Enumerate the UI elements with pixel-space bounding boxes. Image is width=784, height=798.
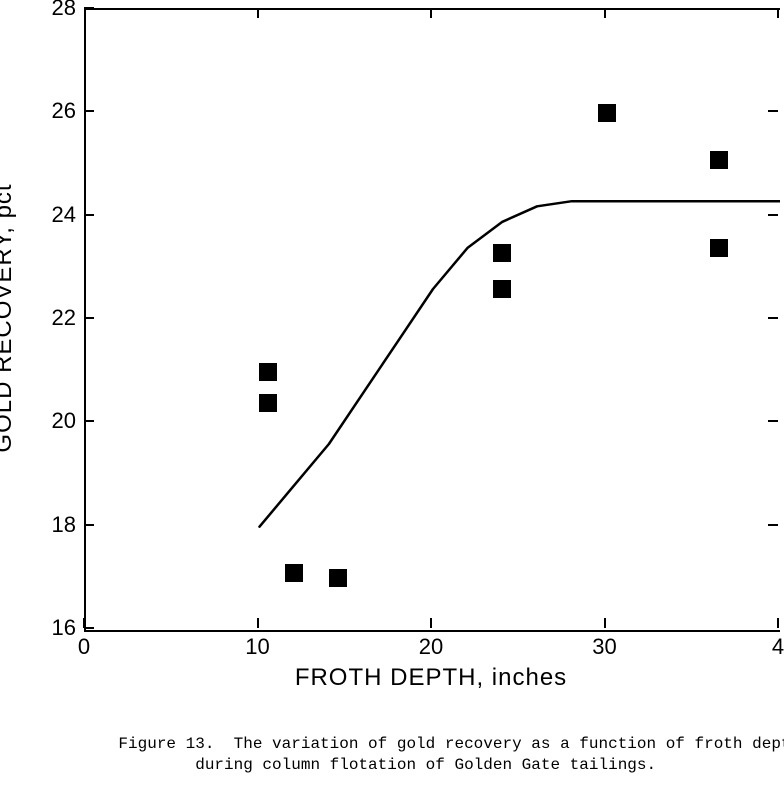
data-point: [710, 239, 728, 257]
data-point: [493, 244, 511, 262]
x-top-tick: [430, 8, 432, 18]
caption-line1: The variation of gold recovery as a func…: [234, 735, 784, 753]
data-point: [598, 104, 616, 122]
y-tick-label: 20: [40, 408, 76, 434]
data-point: [710, 151, 728, 169]
data-point: [259, 363, 277, 381]
y-tick: [84, 420, 94, 422]
fit-curve: [86, 10, 780, 630]
y-tick: [84, 110, 94, 112]
data-point: [285, 564, 303, 582]
x-tick: [257, 618, 259, 628]
data-point: [493, 280, 511, 298]
y-tick-label: 28: [40, 0, 76, 21]
x-tick-label: 20: [419, 634, 443, 660]
x-tick: [604, 618, 606, 628]
right-tick: [768, 317, 778, 319]
y-tick: [84, 524, 94, 526]
right-tick: [768, 420, 778, 422]
y-tick-label: 24: [40, 202, 76, 228]
figure-caption: Figure 13. The variation of gold recover…: [80, 712, 784, 798]
x-tick: [430, 618, 432, 628]
x-top-tick: [257, 8, 259, 18]
x-tick-label: 10: [245, 634, 269, 660]
chart-container: GOLD RECOVERY, pct FROTH DEPTH, inches F…: [0, 0, 784, 780]
data-point: [329, 569, 347, 587]
x-tick-label: 0: [78, 634, 90, 660]
plot-area: [84, 8, 780, 632]
y-axis-label: GOLD RECOVERY, pct: [0, 183, 18, 452]
x-tick: [83, 618, 85, 628]
caption-line2: during column flotation of Golden Gate t…: [195, 756, 656, 774]
y-tick: [84, 214, 94, 216]
y-tick: [84, 7, 94, 9]
y-tick-label: 18: [40, 512, 76, 538]
x-axis-label: FROTH DEPTH, inches: [295, 664, 567, 692]
x-tick-label: 30: [592, 634, 616, 660]
right-tick: [768, 524, 778, 526]
data-point: [259, 394, 277, 412]
right-tick: [768, 214, 778, 216]
right-tick: [768, 110, 778, 112]
x-top-tick: [777, 8, 779, 18]
y-tick: [84, 317, 94, 319]
y-tick-label: 22: [40, 305, 76, 331]
caption-prefix: Figure 13.: [118, 735, 214, 753]
x-tick-label: 4: [772, 634, 784, 660]
y-tick-label: 16: [40, 615, 76, 641]
y-tick: [84, 627, 94, 629]
x-top-tick: [604, 8, 606, 18]
x-tick: [777, 618, 779, 628]
y-tick-label: 26: [40, 98, 76, 124]
